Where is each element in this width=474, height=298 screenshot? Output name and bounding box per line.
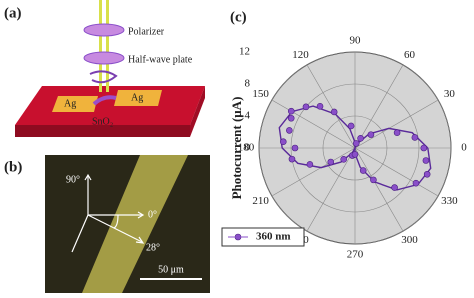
legend-label: 360 nm <box>256 231 291 243</box>
panel-label: (b) <box>4 159 22 175</box>
data-point <box>420 144 428 152</box>
r-tick-label: 4 <box>245 110 251 122</box>
annotation: Ag <box>131 92 143 103</box>
data-point <box>370 176 377 184</box>
light-beam <box>106 0 109 92</box>
data-point <box>327 158 335 166</box>
theta-tick-label: 270 <box>347 249 364 261</box>
data-point <box>287 107 295 115</box>
light-beam <box>99 0 102 92</box>
data-point <box>357 135 364 142</box>
data-point <box>423 170 431 178</box>
data-point <box>316 103 324 110</box>
polarizer <box>83 23 125 37</box>
polar-chart: 048120306090120150180210240270300330360 … <box>221 35 467 261</box>
annotation: Ag <box>64 98 76 109</box>
data-point <box>306 161 314 168</box>
data-point <box>393 129 401 136</box>
grid-spoke <box>306 147 356 232</box>
annotation: 90° <box>66 174 80 185</box>
grid-spoke <box>354 64 404 149</box>
theta-tick-label: 90 <box>350 35 362 47</box>
theta-tick-label: 60 <box>404 49 416 61</box>
r-tick-label: 8 <box>245 78 251 90</box>
scale-bar-label: 50 μm <box>158 264 184 275</box>
theta-tick-label: 300 <box>401 234 418 246</box>
r-tick-label: 0 <box>245 142 251 154</box>
data-point <box>412 179 420 187</box>
data-point <box>422 157 430 164</box>
annotation: 0° <box>148 209 157 220</box>
axes-arrows <box>71 173 202 280</box>
axis-label: Photocurrent (μA) <box>229 97 244 200</box>
panel-label: (a) <box>4 5 22 21</box>
polarization-arrow <box>89 70 118 84</box>
annotation: SnO₂ <box>92 116 113 127</box>
data-point <box>302 103 310 111</box>
data-point <box>286 127 293 134</box>
data-point <box>367 131 375 138</box>
annotation: Half-wave plate <box>128 54 193 65</box>
r-tick-label: 12 <box>239 46 250 58</box>
waveplate <box>83 51 125 65</box>
substrate-side <box>190 86 205 137</box>
grid-spoke <box>271 147 356 197</box>
theta-tick-label: 30 <box>444 88 456 100</box>
electrode <box>52 96 98 112</box>
data-point <box>352 140 360 147</box>
data-point <box>411 134 419 141</box>
data-point <box>391 184 398 191</box>
theta-tick-label: 330 <box>441 195 458 207</box>
legend-box <box>221 227 305 247</box>
data-point <box>359 167 367 174</box>
grid-spoke <box>354 147 439 197</box>
grid-spoke <box>306 64 356 149</box>
substrate-side <box>15 125 190 137</box>
data-point <box>351 151 359 158</box>
data-point <box>340 156 347 163</box>
theta-tick-label: 0 <box>461 142 467 154</box>
data-point <box>330 108 338 116</box>
data-point <box>347 122 355 130</box>
data-point <box>288 155 296 163</box>
data-point <box>291 144 299 152</box>
annotation: 28° <box>146 242 160 253</box>
panel-label: (c) <box>230 9 247 25</box>
grid-spoke <box>354 99 439 149</box>
grid-spoke <box>354 147 404 232</box>
nanowire <box>92 95 117 106</box>
theta-tick-label: 150 <box>252 88 269 100</box>
theta-tick-label: 210 <box>252 195 269 207</box>
annotation: Polarizer <box>128 26 165 37</box>
theta-tick-label: 120 <box>292 49 309 61</box>
theta-tick-label: 180 <box>238 142 255 154</box>
data-point <box>287 114 295 122</box>
electrode <box>114 90 162 106</box>
grid-spoke <box>271 99 356 149</box>
nanobelt <box>82 155 188 293</box>
data-point <box>279 138 287 146</box>
